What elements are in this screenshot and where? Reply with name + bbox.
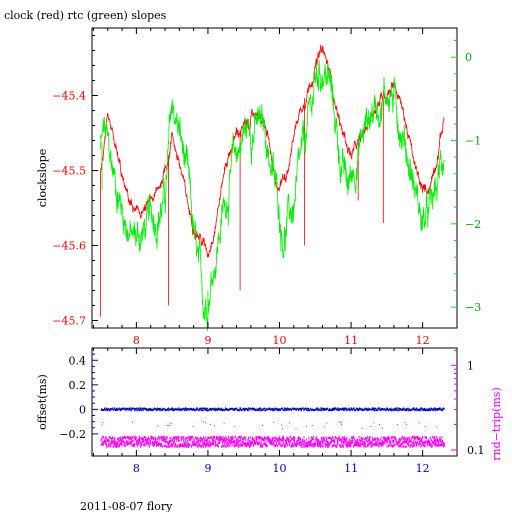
bottom-y2-axis-label: rnd−trip(ms) [490,387,503,461]
top-y-axis-label: clockslope [36,149,49,207]
bottom-axis-ticks: 8 9 10 11 12 −0.2 0 0.2 0.4 0.1 1 [59,348,485,475]
top-y-tick-label: −45.6 [52,240,86,253]
rndtrip-outlier [338,421,340,423]
rndtrip-outlier [101,424,103,426]
rtc-slope-series [100,59,445,331]
clock-slope-series [100,44,445,317]
bottom-y2-tick-label: 0.1 [467,444,485,457]
rndtrip-outlier [306,425,307,427]
top-y2-tick-label: −1 [465,135,481,148]
rndtrip-outlier [223,422,225,424]
top-y-tick-label: −45.7 [52,315,86,328]
bottom-x-tick-label: 11 [344,462,358,475]
rndtrip-outlier [234,426,236,428]
rtc-slope-line [100,59,445,331]
rndtrip-outlier [171,422,173,424]
rndtrip-outlier [326,422,328,424]
offset-rndtrip-series [100,407,445,448]
bottom-x-tick-label: 8 [133,462,140,475]
rndtrip-outlier [404,422,406,424]
rndtrip-outlier [436,426,438,428]
rndtrip-outlier [396,424,398,425]
bottom-x-tick-label: 10 [273,462,287,475]
top-x-tick-label: 11 [344,334,358,347]
top-y2-tick-label: 0 [465,51,472,64]
top-x-tick-label: 10 [273,334,287,347]
rndtrip-outlier [373,422,375,424]
top-plot-frame [91,27,458,329]
rndtrip-outlier [378,424,380,425]
top-x-tick-label: 12 [416,334,430,347]
rndtrip-outlier [202,421,204,422]
top-x-tick-label: 8 [133,334,140,347]
top-y-tick-label: −45.5 [52,165,86,178]
bottom-y2-tick-label: 1 [467,359,474,372]
top-axis-ticks: 8 9 10 11 12 −45.7 −45.6 −45.5 −45.4 −3 −2 −1 0 [52,28,481,347]
rndtrip-outlier [273,421,275,423]
rndtrip-outlier [405,423,407,425]
rndtrip-outlier [341,423,342,425]
rndtrip-outlier [424,426,426,428]
top-y2-tick-label: −2 [465,218,481,231]
clock-slope-line [100,44,445,317]
top-x-tick-label: 9 [204,334,211,347]
rndtrip-outlier [102,421,104,423]
bottom-y-axis-label: offset(ms) [36,374,49,430]
rndtrip-outlier [209,423,211,425]
rndtrip-outlier [340,422,342,423]
top-panel: 8 9 10 11 12 −45.7 −45.6 −45.5 −45.4 −3 −2 −1 0 cloc… [36,27,481,347]
top-y2-tick-label: −3 [465,301,481,314]
bottom-y-tick-label: 0.2 [69,379,87,392]
rndtrip-outlier [289,422,290,424]
footer-text: 2011-08-07 flory [80,500,173,512]
rndtrip-outlier [169,423,171,425]
rndtrip-outlier [311,425,313,427]
offset-points [100,407,445,412]
bottom-x-tick-label: 12 [416,462,430,475]
rndtrip-outlier [167,425,169,426]
rndtrip-outlier [157,425,159,427]
rndtrip-outlier [370,426,372,427]
bottom-x-tick-label: 9 [204,462,211,475]
chart-title: clock (red) rtc (green) slopes [4,9,167,22]
rndtrip-outlier [381,427,383,429]
rndtrip-outlier [418,422,420,424]
rndtrip-outlier [204,422,206,424]
rndtrip-outlier [132,421,133,423]
rndtrip-outlier [192,426,194,428]
rndtrip-outlier [168,425,170,426]
rndtrip-outlier [361,427,363,429]
bottom-y-tick-label: 0.4 [69,354,87,367]
bottom-y-tick-label: −0.2 [59,428,86,441]
bottom-y-tick-label: 0 [79,403,86,416]
rndtrip-outlier [281,427,283,429]
bottom-panel: 8 9 10 11 12 −0.2 0 0.2 0.4 0.1 1 offset(ms) rnd−t… [36,347,503,475]
rndtrip-outlier [281,424,282,426]
rndtrip-outlier [262,425,263,426]
rndtrip-outlier [213,425,215,427]
bottom-plot-frame [91,347,458,457]
top-y-tick-label: −45.4 [52,90,86,103]
rndtrip-points [100,435,445,448]
rndtrip-outlier [324,426,326,428]
rndtrip-outlier [295,428,297,430]
